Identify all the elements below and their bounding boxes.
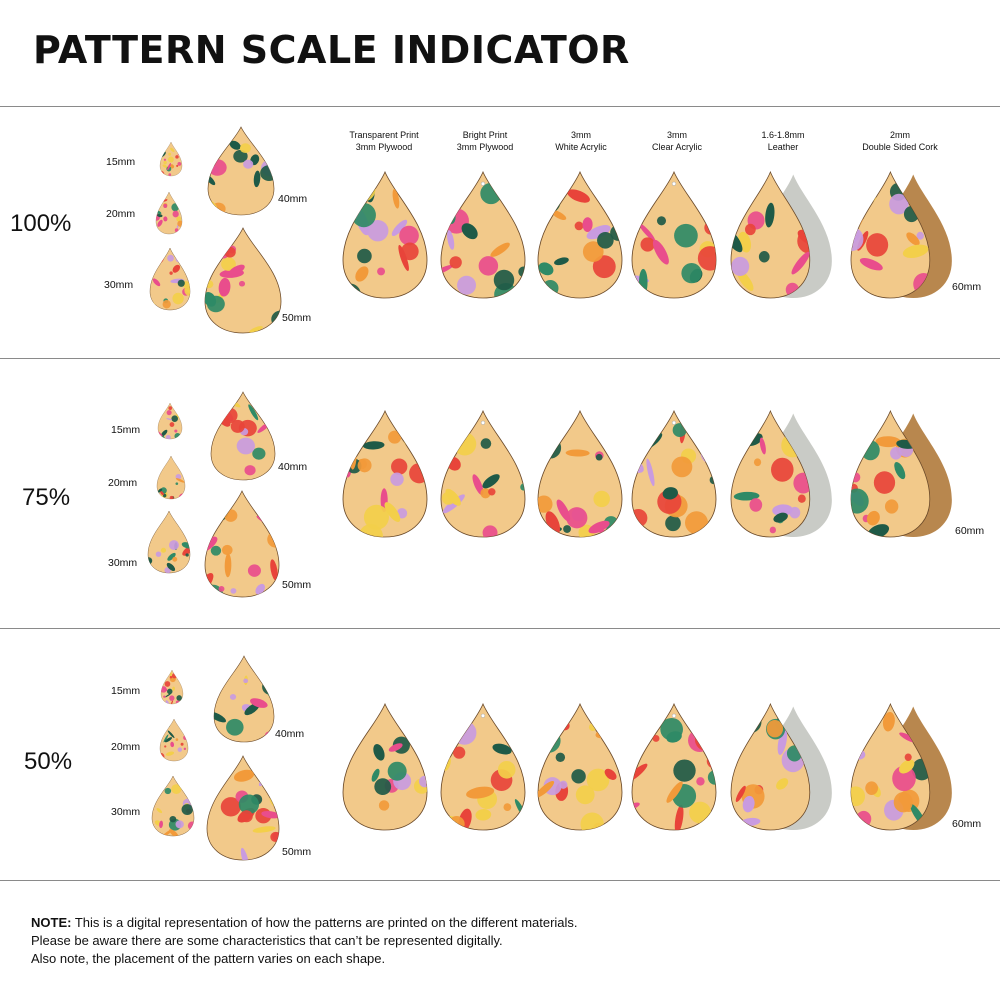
material-header-white-acrylic: 3mm White Acrylic [555, 130, 607, 152]
sample-15mm [159, 141, 183, 177]
divider [0, 880, 1000, 881]
size-label-50mm: 50mm [282, 312, 312, 324]
size-label-20mm: 20mm [111, 741, 141, 753]
clear-acrylic-sample [631, 409, 717, 538]
size-label-50mm: 50mm [282, 579, 312, 591]
leather-sample [730, 409, 835, 538]
sample-30mm [147, 510, 191, 574]
size-label-60mm: 60mm [955, 525, 985, 537]
size-label-40mm: 40mm [275, 728, 305, 740]
material-header-leather: 1.6-1.8mm Leather [761, 130, 805, 152]
note-line-3: Also note, the placement of the pattern … [31, 951, 386, 966]
sample-40mm [213, 655, 275, 743]
disclaimer-note: NOTE: This is a digital representation o… [31, 914, 578, 968]
note-line-2: Please be aware there are some character… [31, 933, 503, 948]
size-label-60mm: 60mm [952, 281, 982, 293]
scale-label-100: 100% [10, 210, 72, 237]
bright-plywood-sample [440, 702, 526, 831]
sample-20mm [155, 191, 183, 235]
scale-label-50: 50% [24, 748, 73, 775]
size-label-20mm: 20mm [108, 477, 138, 489]
clear-acrylic-sample [631, 170, 717, 299]
cork-sample [850, 170, 955, 299]
material-header-clear-acrylic: 3mm Clear Acrylic [651, 130, 702, 152]
size-label-30mm: 30mm [104, 279, 134, 291]
material-header-bright-plywood: Bright Print 3mm Plywood [456, 130, 514, 152]
size-label-20mm: 20mm [106, 208, 136, 220]
bright-plywood-sample [440, 409, 526, 538]
cork-sample [850, 702, 955, 831]
sample-50mm [204, 490, 280, 598]
white-acrylic-sample [537, 170, 623, 299]
size-label-60mm: 60mm [952, 818, 982, 830]
size-label-15mm: 15mm [106, 156, 136, 168]
transparent-plywood-sample [342, 409, 428, 538]
sample-30mm [151, 775, 195, 837]
sample-15mm [160, 669, 184, 705]
sample-15mm [157, 402, 183, 440]
sample-40mm [207, 126, 275, 216]
material-header-transparent-plywood: Transparent Print 3mm Plywood [349, 130, 419, 152]
white-acrylic-sample [537, 702, 623, 831]
page-title: PATTERN SCALE INDICATOR [33, 28, 630, 72]
divider [0, 358, 1000, 359]
leather-sample [730, 170, 835, 299]
cork-sample [850, 409, 955, 538]
material-header-cork: 2mm Double Sided Cork [862, 130, 938, 152]
size-label-40mm: 40mm [278, 193, 308, 205]
sample-50mm [206, 755, 280, 861]
divider [0, 628, 1000, 629]
divider [0, 106, 1000, 107]
note-prefix: NOTE: [31, 915, 72, 930]
leather-sample [730, 702, 835, 831]
clear-acrylic-sample [631, 702, 717, 831]
sample-50mm [204, 227, 282, 334]
scale-label-75: 75% [22, 484, 71, 511]
sample-40mm [210, 391, 276, 481]
sample-30mm [149, 247, 191, 311]
size-label-15mm: 15mm [111, 685, 141, 697]
sample-20mm [159, 718, 189, 762]
size-label-15mm: 15mm [111, 424, 141, 436]
size-label-30mm: 30mm [111, 806, 141, 818]
size-label-50mm: 50mm [282, 846, 312, 858]
transparent-plywood-sample [342, 702, 428, 831]
size-label-40mm: 40mm [278, 461, 308, 473]
white-acrylic-sample [537, 409, 623, 538]
bright-plywood-sample [440, 170, 526, 299]
sample-20mm [156, 455, 186, 500]
size-label-30mm: 30mm [108, 557, 138, 569]
note-line-1: This is a digital representation of how … [71, 915, 578, 930]
transparent-plywood-sample [342, 170, 428, 299]
